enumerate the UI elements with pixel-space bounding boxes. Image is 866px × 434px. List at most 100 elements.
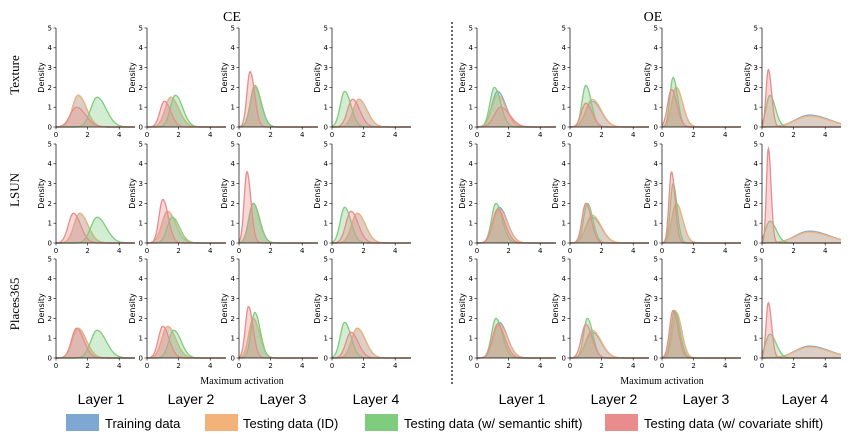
panel-ce-texture-layer-3-ytick-label-1: 1 [231, 104, 235, 112]
panel-oe-lsun-layer-1-xtick-label-2: 2 [506, 247, 510, 255]
panel-oe-texture-layer-2: 0 1 2 3 4 5 0 2 4 Density [551, 24, 649, 139]
panel-ce-texture-layer-2-fill-testing-data-w-semantic-shift [147, 95, 226, 127]
panel-ce-lsun-layer-2-y-axis-label: Density [128, 178, 137, 209]
legend-swatch-testing-id [205, 414, 238, 431]
panel-ce-lsun-layer-3-fill-testing-data-w-covariate-shift [239, 171, 318, 243]
panel-ce-places365-layer-1-fill-testing-data-w-semantic-shift [56, 330, 135, 358]
legend-label-testing-id: Testing data (ID) [243, 416, 338, 431]
panel-ce-lsun-layer-4-ytick-label-3: 3 [324, 180, 328, 188]
panel-ce-lsun-layer-1-ytick-label-0: 0 [48, 239, 52, 247]
panel-ce-places365-layer-3-ytick-label-2: 2 [231, 315, 235, 323]
panel-oe-places365-layer-3-fill-testing-data-w-covariate-shift [662, 310, 741, 358]
panel-oe-places365-layer-2-fill-testing-data-id [570, 330, 649, 358]
panel-ce-places365-layer-1-ytick-label-0: 0 [48, 354, 52, 362]
legend-label-training: Training data [105, 416, 181, 431]
panel-ce-lsun-layer-4-ytick-label-0: 0 [324, 239, 328, 247]
panel-oe-lsun-layer-4-xtick-label-0: 0 [760, 247, 764, 255]
panel-oe-lsun-layer-1-ytick-label-0: 0 [469, 239, 473, 247]
panel-oe-lsun-layer-4-y-axis-label: Density [743, 178, 752, 209]
panel-ce-lsun-layer-3-xtick-label-2: 2 [268, 247, 272, 255]
panel-ce-places365-layer-3-ytick-label-3: 3 [231, 295, 235, 303]
panel-ce-places365-layer-4-ytick-label-2: 2 [324, 315, 328, 323]
panel-oe-lsun-layer-2-xtick-label-4: 4 [631, 247, 636, 255]
panel-oe-texture-layer-3-ytick-label-4: 4 [654, 44, 659, 52]
panel-ce-places365-layer-4-ytick-label-5: 5 [324, 255, 328, 263]
panel-oe-places365-layer-4-ytick-label-4: 4 [754, 275, 759, 283]
col-label-ce-layer-3: Layer 3 [260, 391, 307, 407]
panel-oe-places365-layer-3-ytick-label-5: 5 [654, 255, 658, 263]
panel-oe-texture-layer-1-fill-testing-data-id [477, 95, 556, 127]
panel-oe-lsun-layer-2-ytick-label-1: 1 [562, 220, 566, 228]
panel-oe-lsun-layer-1-xtick-label-0: 0 [475, 247, 479, 255]
panel-ce-texture-layer-2-ytick-label-4: 4 [139, 44, 144, 52]
panel-ce-texture-layer-1-ytick-label-1: 1 [48, 104, 52, 112]
panel-ce-lsun-layer-2-ytick-label-3: 3 [139, 180, 143, 188]
panel-ce-places365-layer-2-ytick-label-3: 3 [139, 295, 143, 303]
panel-oe-places365-layer-1-y-axis-label: Density [458, 293, 467, 324]
panel-ce-places365-layer-3-fill-training-data [239, 318, 318, 358]
panel-oe-places365-layer-1-ytick-label-5: 5 [469, 255, 473, 263]
col-label-oe-layer-4: Layer 4 [782, 391, 829, 407]
panel-oe-places365-layer-4-y-axis-label: Density [743, 293, 752, 324]
panel-oe-places365-layer-4-xtick-label-4: 4 [823, 362, 828, 370]
panel-oe-places365-layer-2-xtick-label-2: 2 [599, 362, 603, 370]
panel-oe-texture-layer-2-fill-testing-data-w-covariate-shift [570, 103, 649, 127]
panel-ce-places365-layer-4-xtick-label-2: 2 [361, 362, 365, 370]
panel-oe-texture-layer-1-ytick-label-1: 1 [469, 104, 473, 112]
panel-ce-texture-layer-3-y-axis-label: Density [220, 62, 229, 93]
panel-oe-places365-layer-4-ytick-label-3: 3 [754, 295, 758, 303]
panel-oe-lsun-layer-1-ytick-label-2: 2 [469, 200, 473, 208]
panel-oe-lsun-layer-3-ytick-label-3: 3 [654, 180, 658, 188]
panel-oe-places365-layer-2-xtick-label-0: 0 [568, 362, 572, 370]
panel-ce-lsun-layer-4-ytick-label-4: 4 [324, 160, 329, 168]
panel-ce-texture-layer-1-ytick-label-2: 2 [48, 84, 52, 92]
panel-ce-lsun-layer-2-xtick-label-4: 4 [208, 247, 213, 255]
panel-oe-lsun-layer-3-ytick-label-5: 5 [654, 140, 658, 148]
panel-oe-texture-layer-1-ytick-label-0: 0 [469, 123, 473, 131]
panel-ce-texture-layer-1-fill-testing-data-w-covariate-shift [56, 107, 135, 127]
panel-ce-places365-layer-4-ytick-label-4: 4 [324, 275, 329, 283]
panel-ce-texture-layer-1-xtick-label-4: 4 [117, 131, 122, 139]
panel-ce-lsun-layer-3-xtick-label-0: 0 [237, 247, 241, 255]
panel-oe-places365-layer-3-xtick-label-0: 0 [660, 362, 664, 370]
panel-oe-lsun-layer-3-xtick-label-2: 2 [691, 247, 695, 255]
panel-oe-lsun-layer-1-ytick-label-4: 4 [469, 160, 474, 168]
panel-ce-lsun-layer-2-ytick-label-4: 4 [139, 160, 144, 168]
panel-oe-lsun-layer-4-fill-testing-data-w-semantic-shift [762, 221, 841, 243]
panel-ce-lsun-layer-3-xtick-label-4: 4 [300, 247, 305, 255]
panel-ce-texture-layer-4-ytick-label-4: 4 [324, 44, 329, 52]
panel-oe-places365-layer-1-xtick-label-2: 2 [506, 362, 510, 370]
panel-oe-lsun-layer-1-fill-training-data [477, 207, 556, 243]
panel-ce-lsun-layer-2-ytick-label-0: 0 [139, 239, 143, 247]
panel-ce-places365-layer-4-fill-testing-data-id [332, 328, 411, 358]
panel-ce-texture-layer-4-fill-testing-data-w-semantic-shift [332, 91, 411, 127]
panel-oe-lsun-layer-2-fill-testing-data-id [570, 215, 649, 243]
panel-oe-lsun-layer-3-xtick-label-0: 0 [660, 247, 664, 255]
panel-ce-lsun-layer-1-ytick-label-5: 5 [48, 140, 52, 148]
panel-ce-lsun-layer-1-xtick-label-2: 2 [85, 247, 89, 255]
panel-oe-places365-layer-1-xtick-label-4: 4 [538, 362, 543, 370]
panel-oe-places365-layer-4-ytick-label-2: 2 [754, 315, 758, 323]
panel-ce-texture-layer-4-ytick-label-5: 5 [324, 24, 328, 32]
panel-oe-lsun-layer-1: 0 1 2 3 4 5 0 2 4 Density [458, 140, 556, 255]
panel-ce-places365-layer-4: 0 1 2 3 4 5 0 2 4 Density [313, 255, 411, 370]
panel-ce-texture-layer-3-ytick-label-4: 4 [231, 44, 236, 52]
panel-oe-texture-layer-4-fill-testing-data-w-covariate-shift [762, 69, 841, 127]
panel-oe-lsun-layer-3-fill-testing-data-w-semantic-shift [662, 183, 741, 243]
panel-oe-texture-layer-4: 0 1 2 3 4 5 0 2 4 Density [743, 24, 842, 139]
x-axis-label-oe: Maximum activation [620, 376, 704, 387]
panel-ce-places365-layer-3-ytick-label-1: 1 [231, 335, 235, 343]
panel-ce-places365-layer-3-xtick-label-0: 0 [237, 362, 241, 370]
panel-ce-texture-layer-3-ytick-label-3: 3 [231, 64, 235, 72]
panel-oe-texture-layer-4-ytick-label-1: 1 [754, 104, 758, 112]
panel-oe-texture-layer-4-fill-testing-data-id [762, 116, 841, 127]
panel-oe-texture-layer-2-ytick-label-0: 0 [562, 123, 566, 131]
panel-ce-lsun-layer-1-fill-testing-data-w-covariate-shift [56, 213, 135, 243]
panel-oe-places365-layer-2: 0 1 2 3 4 5 0 2 4 Density [551, 255, 649, 370]
panel-oe-lsun-layer-1-y-axis-label: Density [458, 178, 467, 209]
panel-ce-texture-layer-3-xtick-label-4: 4 [300, 131, 305, 139]
panel-oe-lsun-layer-3-fill-testing-data-id [662, 203, 741, 243]
panel-ce-texture-layer-3-fill-testing-data-w-covariate-shift [239, 71, 318, 127]
legend-swatch-semantic-shift [365, 414, 398, 431]
panel-oe-texture-layer-3: 0 1 2 3 4 5 0 2 4 Density [643, 24, 741, 139]
